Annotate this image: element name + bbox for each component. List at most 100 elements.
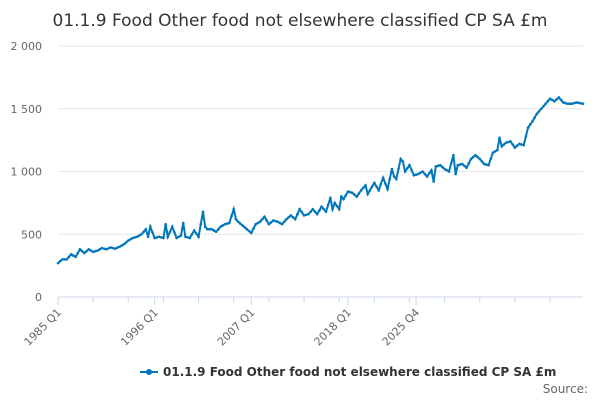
data-point[interactable] (449, 162, 453, 165)
data-point[interactable] (381, 176, 385, 180)
data-point[interactable] (116, 246, 119, 249)
data-point[interactable] (188, 236, 192, 240)
data-point[interactable] (329, 196, 332, 200)
data-point[interactable] (223, 222, 227, 226)
data-point[interactable] (412, 173, 416, 177)
data-point[interactable] (91, 250, 95, 254)
data-point[interactable] (333, 201, 337, 205)
data-point[interactable] (78, 248, 82, 251)
data-point[interactable] (258, 220, 262, 223)
series-line[interactable] (57, 96, 584, 264)
data-point[interactable] (441, 165, 444, 169)
data-point[interactable] (482, 162, 486, 166)
data-point[interactable] (419, 171, 422, 175)
data-point[interactable] (577, 101, 580, 105)
data-point[interactable] (293, 217, 297, 221)
data-point[interactable] (452, 153, 455, 157)
data-point[interactable] (557, 96, 561, 99)
data-point[interactable] (392, 175, 396, 178)
data-point[interactable] (531, 120, 534, 123)
data-point[interactable] (416, 172, 420, 176)
data-point[interactable] (539, 107, 543, 111)
data-point[interactable] (480, 160, 484, 163)
data-point[interactable] (83, 251, 86, 255)
data-point[interactable] (181, 221, 185, 225)
data-point[interactable] (566, 102, 569, 106)
data-point[interactable] (265, 219, 268, 222)
data-point[interactable] (217, 227, 220, 231)
data-point[interactable] (379, 182, 383, 186)
data-point[interactable] (564, 101, 567, 105)
data-point[interactable] (478, 157, 482, 161)
data-point[interactable] (263, 215, 266, 218)
data-point[interactable] (384, 182, 387, 185)
data-point[interactable] (561, 101, 565, 104)
data-point[interactable] (485, 163, 488, 166)
data-point[interactable] (315, 212, 319, 216)
data-point[interactable] (153, 236, 156, 240)
data-point[interactable] (197, 235, 200, 239)
data-point[interactable] (401, 160, 405, 163)
data-point[interactable] (421, 170, 424, 173)
data-point[interactable] (186, 236, 189, 239)
data-point[interactable] (572, 101, 576, 105)
data-point[interactable] (190, 232, 194, 236)
data-point[interactable] (304, 213, 308, 217)
data-point[interactable] (313, 210, 317, 213)
data-point[interactable] (511, 143, 515, 146)
data-point[interactable] (533, 116, 536, 119)
data-point[interactable] (177, 235, 181, 239)
data-point[interactable] (362, 186, 365, 190)
data-point[interactable] (346, 190, 350, 193)
data-point[interactable] (414, 173, 418, 176)
data-point[interactable] (388, 177, 391, 181)
data-point[interactable] (443, 167, 446, 171)
data-point[interactable] (408, 163, 411, 167)
data-point[interactable] (56, 261, 60, 265)
data-point[interactable] (291, 216, 295, 219)
data-point[interactable] (245, 227, 249, 231)
data-point[interactable] (129, 237, 132, 241)
data-point[interactable] (298, 207, 301, 211)
data-point[interactable] (458, 163, 462, 166)
data-point[interactable] (241, 224, 244, 227)
data-point[interactable] (164, 222, 167, 226)
data-point[interactable] (559, 98, 563, 102)
data-point[interactable] (528, 123, 532, 126)
data-point[interactable] (517, 142, 521, 146)
data-point[interactable] (239, 222, 242, 225)
data-point[interactable] (111, 246, 115, 250)
data-point[interactable] (148, 225, 152, 229)
data-point[interactable] (105, 248, 108, 251)
data-point[interactable] (370, 185, 374, 188)
data-point[interactable] (436, 164, 440, 168)
data-point[interactable] (434, 165, 438, 168)
data-point[interactable] (107, 247, 110, 250)
data-point[interactable] (256, 221, 260, 225)
data-point[interactable] (271, 219, 275, 222)
data-point[interactable] (102, 247, 106, 250)
data-point[interactable] (260, 217, 264, 221)
data-point[interactable] (221, 224, 225, 227)
data-point[interactable] (550, 98, 554, 102)
data-point[interactable] (324, 210, 328, 213)
data-point[interactable] (581, 102, 585, 106)
data-point[interactable] (307, 212, 310, 216)
data-point[interactable] (403, 170, 407, 173)
data-point[interactable] (504, 141, 508, 144)
data-point[interactable] (507, 140, 510, 144)
data-point[interactable] (542, 104, 545, 108)
data-point[interactable] (85, 249, 88, 253)
data-point[interactable] (208, 227, 211, 231)
data-point[interactable] (113, 247, 117, 250)
data-point[interactable] (526, 126, 530, 129)
data-point[interactable] (274, 219, 277, 223)
data-point[interactable] (553, 99, 556, 103)
data-point[interactable] (243, 226, 247, 229)
data-point[interactable] (131, 236, 134, 240)
data-point[interactable] (151, 231, 154, 234)
data-point[interactable] (142, 230, 145, 234)
data-point[interactable] (353, 193, 356, 197)
data-point[interactable] (65, 258, 69, 261)
data-point[interactable] (276, 220, 279, 223)
